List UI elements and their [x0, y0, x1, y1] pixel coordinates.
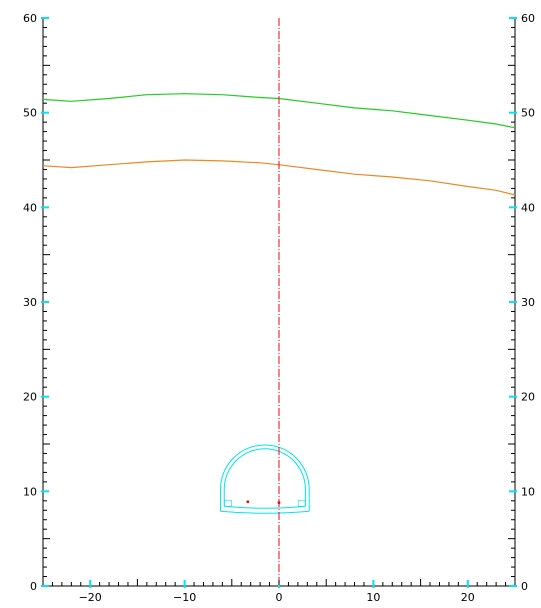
tunnel-point-left: [246, 500, 250, 504]
axes-group: [41, 17, 517, 588]
y-tick-label-right: 60: [521, 12, 535, 25]
tunnel-footing-left: [224, 499, 232, 507]
tunnel-inner-arch: [223, 448, 306, 490]
y-tick-label-right: 0: [521, 580, 528, 593]
x-tick-label: 0: [276, 591, 283, 604]
y-tick-label-left: 30: [23, 296, 37, 309]
x-tick-label: 20: [461, 591, 475, 604]
y-tick-label-right: 40: [521, 201, 535, 214]
tunnel-outer-invert: [220, 510, 310, 514]
y-tick-label-right: 20: [521, 391, 535, 404]
y-tick-label-left: 60: [23, 12, 37, 25]
x-tick-label: −20: [79, 591, 102, 604]
y-tick-label-right: 50: [521, 107, 535, 120]
tunnel-footing-right: [297, 499, 306, 507]
y-tick-label-left: 40: [23, 201, 37, 214]
y-tick-label-left: 10: [23, 485, 37, 498]
x-tick-label: −10: [173, 591, 196, 604]
tick-labels-group: 0 0 10 10 20 20 30 30 40 40 50 50 60 60 −20 −10 0 10 20: [23, 12, 535, 604]
y-tick-label-right: 30: [521, 296, 535, 309]
tunnel-inner-invert: [224, 505, 306, 509]
x-tick-label: 10: [366, 591, 380, 604]
y-tick-label-right: 10: [521, 485, 535, 498]
y-tick-label-left: 50: [23, 107, 37, 120]
tunnel-layer: [219, 444, 310, 514]
y-tick-label-left: 0: [30, 580, 37, 593]
y-tick-label-left: 20: [23, 391, 37, 404]
tunnel-outer-arch: [219, 444, 310, 490]
